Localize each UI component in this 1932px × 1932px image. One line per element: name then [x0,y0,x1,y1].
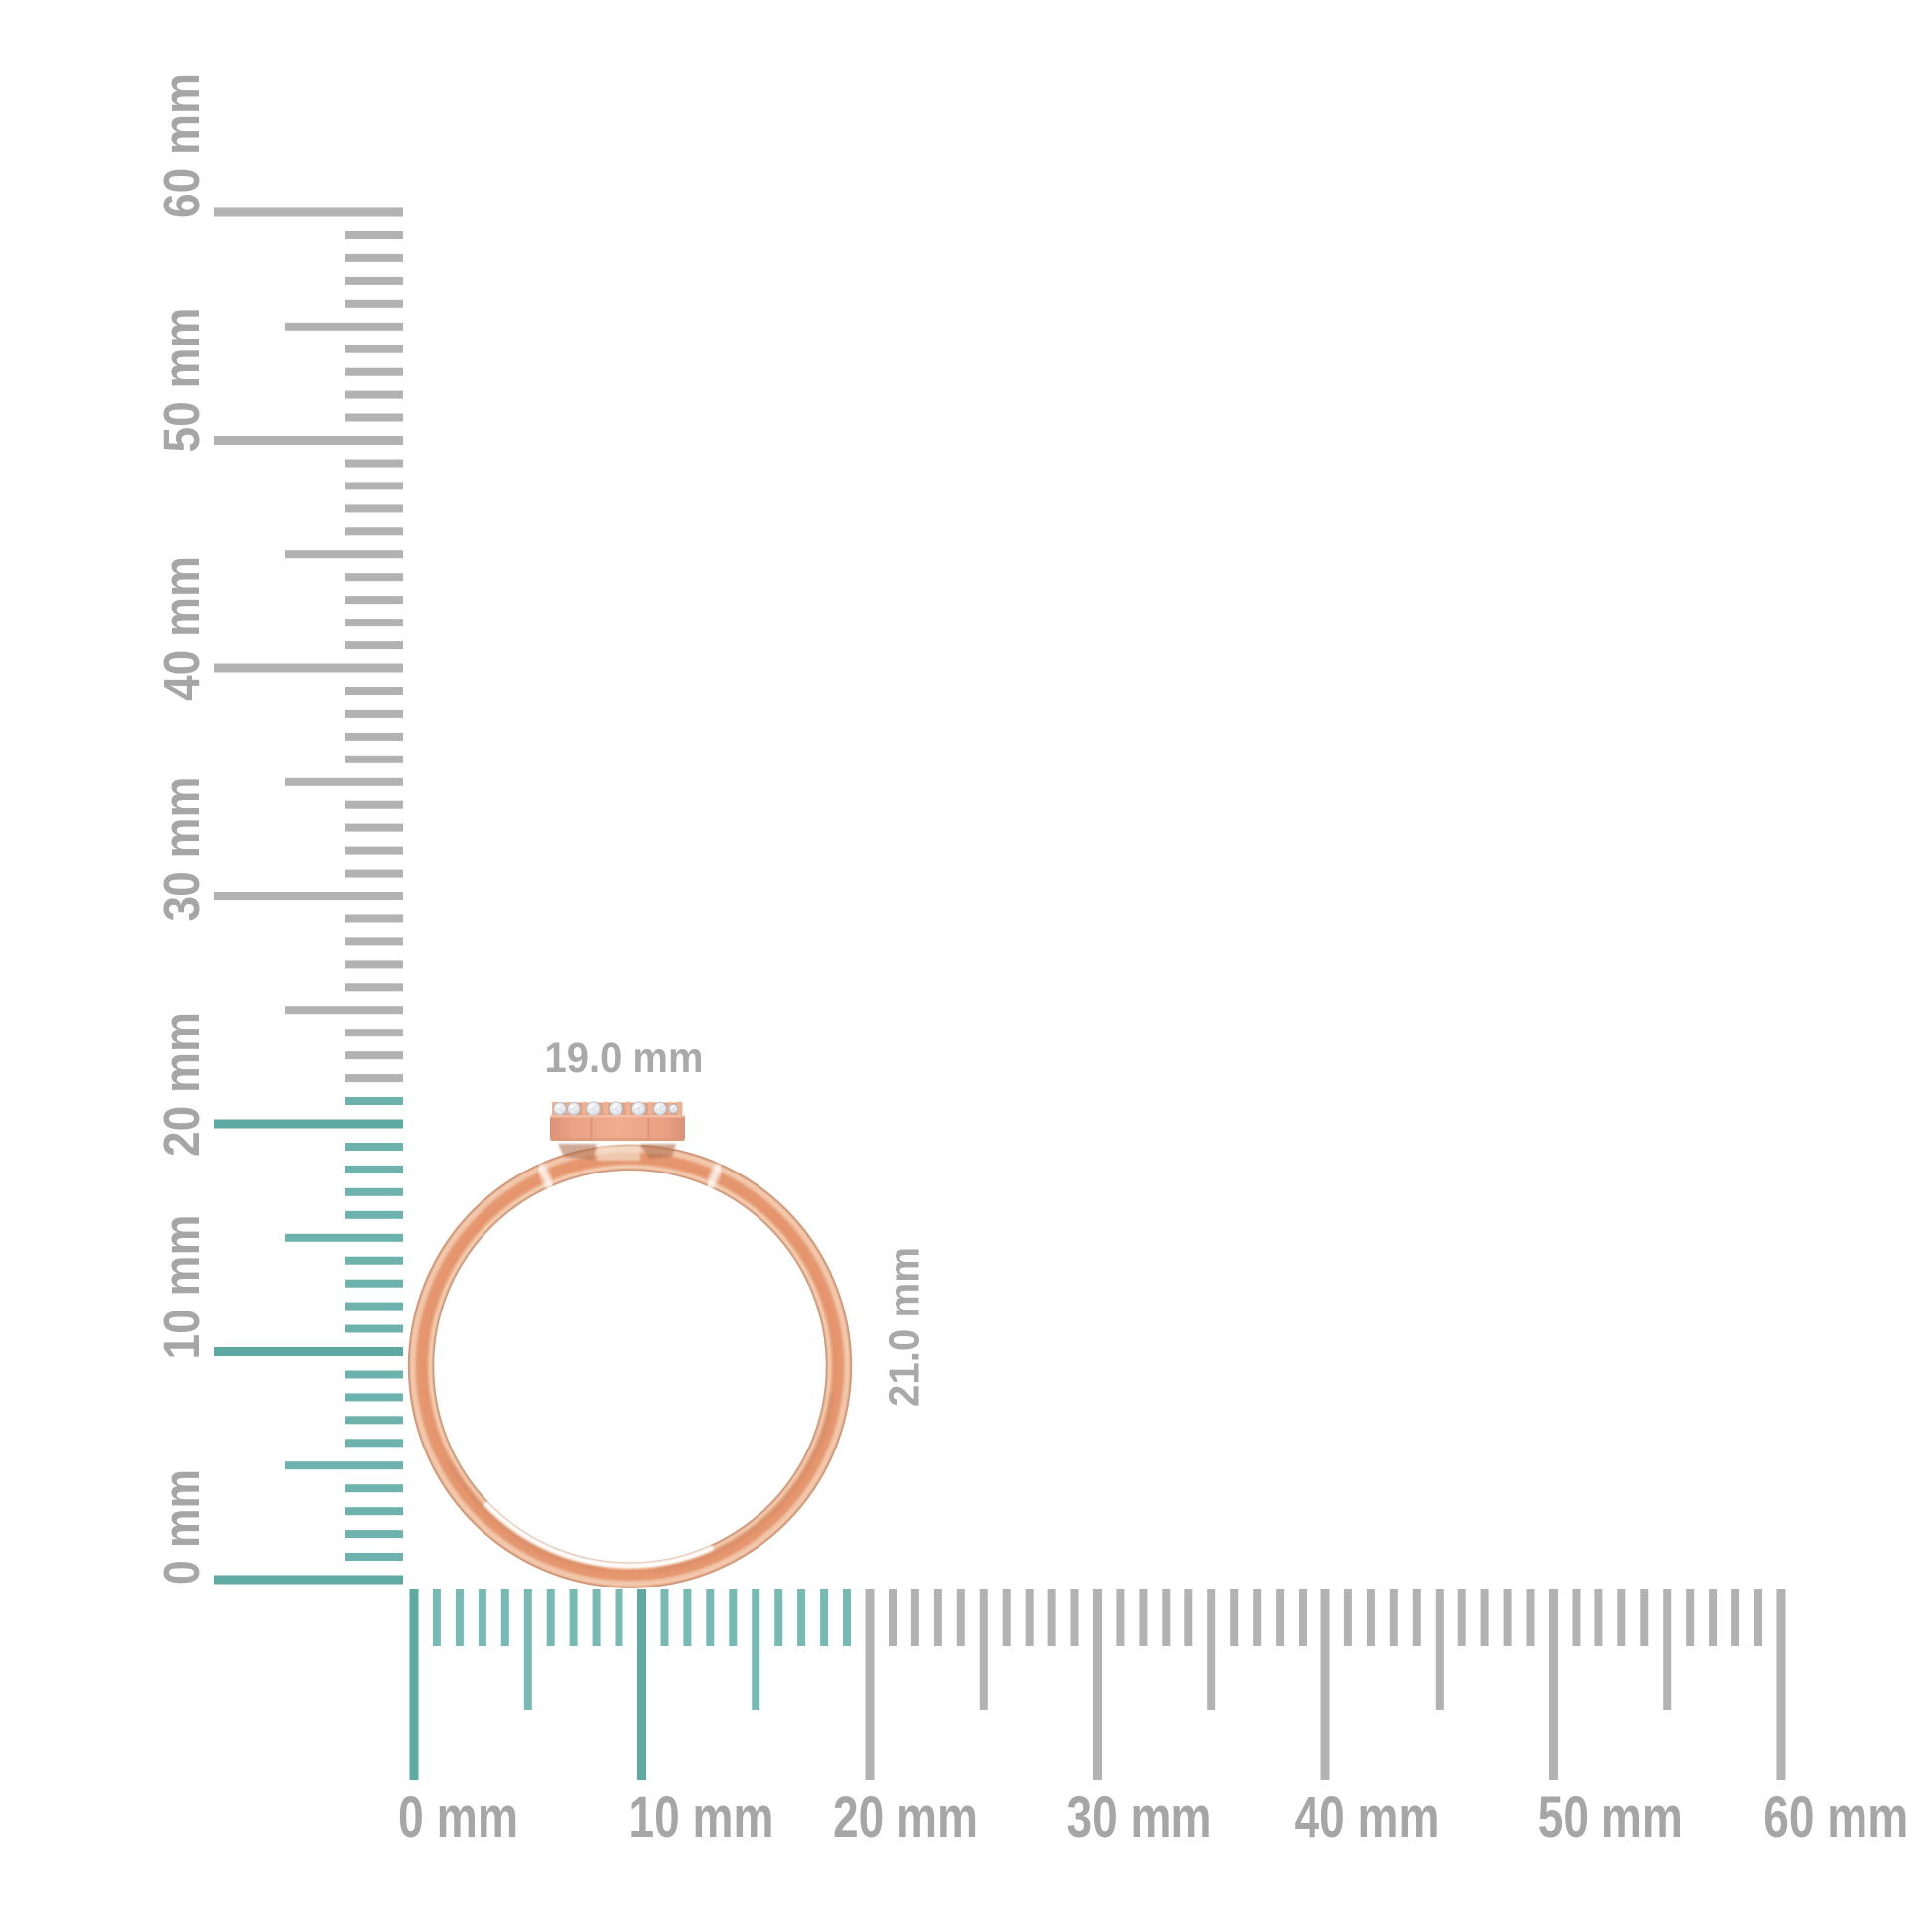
svg-text:60 mm: 60 mm [153,73,209,218]
svg-text:21.0 mm: 21.0 mm [881,1247,929,1407]
svg-text:0 mm: 0 mm [153,1469,209,1585]
svg-text:60 mm: 60 mm [1763,1785,1908,1850]
svg-text:50 mm: 50 mm [153,308,209,453]
svg-text:30 mm: 30 mm [153,777,209,922]
svg-text:10 mm: 10 mm [153,1215,209,1360]
svg-text:40 mm: 40 mm [1295,1785,1440,1850]
svg-text:10 mm: 10 mm [629,1785,774,1850]
svg-text:20 mm: 20 mm [833,1785,978,1850]
svg-text:40 mm: 40 mm [153,556,209,701]
svg-text:30 mm: 30 mm [1067,1785,1212,1850]
svg-text:19.0 mm: 19.0 mm [545,1035,704,1082]
svg-text:20 mm: 20 mm [153,1012,209,1157]
svg-text:50 mm: 50 mm [1538,1785,1683,1850]
svg-text:0 mm: 0 mm [398,1785,518,1850]
